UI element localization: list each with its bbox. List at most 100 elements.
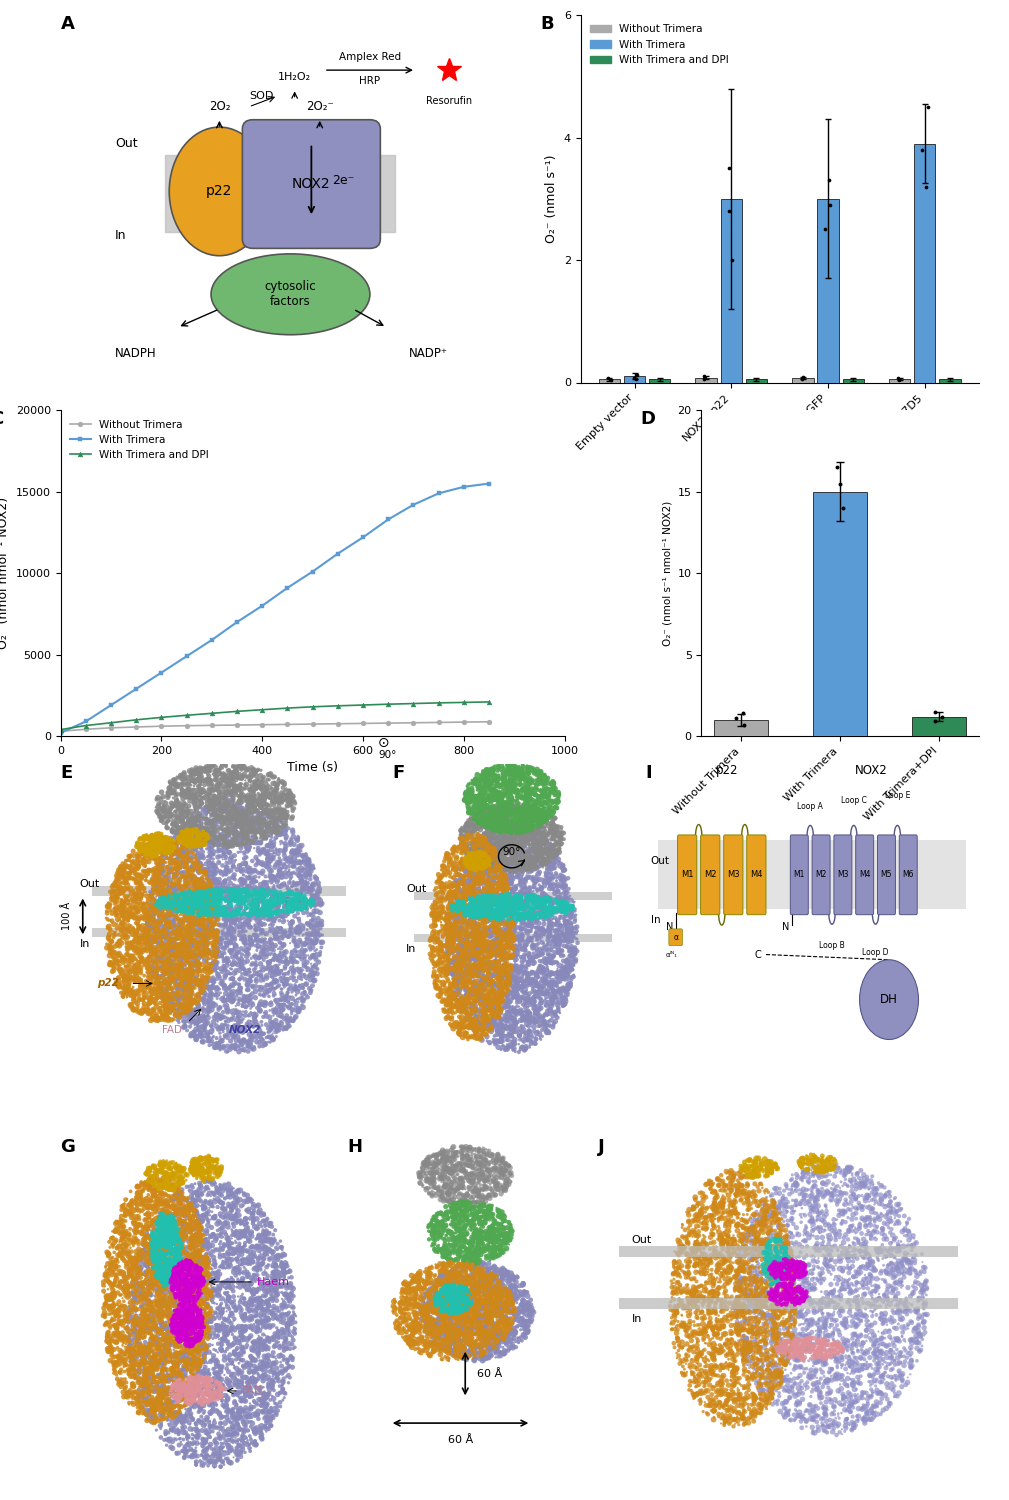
Point [544,908,560,932]
Point [160,839,177,862]
Point [439,914,455,938]
Point [165,1294,182,1318]
Point [422,1270,438,1294]
Point [142,1383,158,1407]
Point [165,1316,182,1340]
Point [850,1340,866,1364]
Point [131,968,147,992]
Point [889,1192,905,1216]
Point [180,1382,196,1406]
Point [476,855,492,879]
Point [130,1326,146,1350]
Point [256,815,272,839]
Point [406,1287,422,1311]
Point [145,976,161,1000]
Point [263,891,279,915]
Point [681,1233,697,1257]
Point [188,969,204,993]
Point [133,1368,149,1392]
Point [888,1254,904,1278]
Point [547,986,563,1010]
Point [500,831,517,855]
Point [805,1262,821,1286]
Point [148,1173,164,1197]
Point [197,1254,213,1278]
Point [303,878,319,902]
Point [484,1216,500,1240]
Point [245,808,261,832]
Point [720,1160,737,1184]
Point [151,1248,167,1272]
Point [495,815,512,839]
Point [458,970,474,994]
Point [189,1269,205,1293]
Point [458,1276,474,1300]
Point [441,948,457,972]
Point [432,902,448,926]
Point [253,1310,269,1334]
Point [176,844,192,868]
Point [698,1394,714,1417]
Point [552,987,568,1011]
Point [439,980,455,1004]
Point [475,834,491,858]
Point [504,1016,521,1040]
Point [707,1323,723,1347]
Point [155,1398,172,1422]
Point [433,902,449,926]
Point [134,1374,150,1398]
Point [481,890,497,914]
Point [512,855,528,879]
Point [498,783,515,807]
Point [882,1221,898,1245]
Point [109,1236,125,1260]
Point [464,813,480,837]
Point [727,706,744,730]
Point [281,1312,297,1336]
Point [481,982,497,1006]
Point [441,1293,457,1317]
Point [459,861,475,885]
Point [200,849,216,873]
Point [442,910,458,934]
Point [178,1266,194,1290]
Point [303,912,319,936]
Point [769,1209,785,1233]
Point [239,765,255,789]
Point [141,1280,157,1304]
Point [166,1311,183,1335]
Point [490,994,507,1018]
Point [425,1300,441,1324]
Point [497,855,514,879]
Point [491,934,508,958]
Point [506,1322,522,1346]
Point [726,1172,743,1196]
Point [203,1190,219,1214]
Point [176,910,192,934]
Point [552,896,568,920]
Point [208,815,224,839]
Point [490,1334,507,1358]
Point [186,1206,202,1230]
Point [555,993,571,1017]
Point [155,833,172,856]
Point [487,1011,503,1035]
Point [775,1278,791,1302]
Point [253,1426,269,1450]
Point [493,1206,510,1230]
Point [184,1292,200,1316]
Point [682,1353,698,1377]
Point [456,888,472,912]
Point [191,970,207,994]
Point [199,928,215,952]
Point [239,1404,255,1428]
Point [786,1264,802,1288]
Point [185,1365,201,1389]
Point [155,825,172,849]
Point [199,1208,215,1231]
Point [197,1013,213,1036]
Point [222,912,238,936]
Point [180,1288,196,1312]
Point [248,1432,264,1456]
Point [478,771,494,795]
